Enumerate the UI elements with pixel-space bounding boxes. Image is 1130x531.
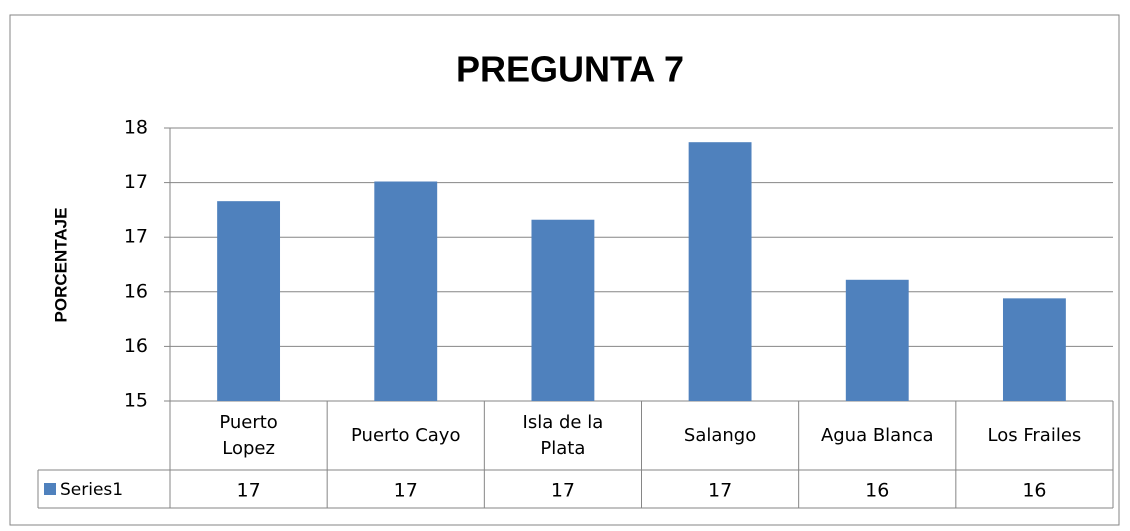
x-tick-label: Los Frailes: [987, 424, 1082, 446]
data-table-value: 16: [1022, 480, 1046, 502]
x-tick-label-box: Isla de la Plata: [522, 412, 604, 459]
data-table-value: 17: [708, 480, 732, 502]
x-tick-label: Puerto Cayo: [351, 424, 461, 446]
x-tick-label: Salango: [683, 424, 757, 446]
y-tick-label: 18: [124, 117, 148, 139]
data-table-value: 16: [865, 480, 889, 502]
y-axis-label: PORCENTAJE: [51, 208, 70, 323]
bar: [1002, 298, 1066, 401]
bar: [531, 219, 595, 401]
legend-label: Series1: [60, 480, 123, 500]
x-tick-label-box: Salango: [683, 424, 757, 446]
legend-key: [44, 483, 56, 495]
y-tick-label: 16: [124, 335, 148, 357]
chart-title: PREGUNTA 7: [456, 49, 684, 90]
x-tick-label: Agua Blanca: [820, 424, 934, 446]
bar: [217, 201, 281, 401]
x-tick-label-box: Puerto Cayo: [351, 424, 461, 446]
y-tick-label: 15: [124, 390, 148, 412]
data-table-value: 17: [394, 480, 418, 502]
x-tick-label-box: Los Frailes: [987, 424, 1082, 446]
data-table-value: 17: [551, 480, 575, 502]
x-tick-label: Isla de la Plata: [522, 412, 604, 459]
bar: [374, 181, 438, 401]
data-table-value: 17: [236, 480, 260, 502]
x-tick-label-box: Puerto Lopez: [219, 412, 278, 459]
bar: [845, 279, 909, 401]
x-tick-label-box: Agua Blanca: [820, 424, 934, 446]
y-tick-label: 17: [124, 226, 148, 248]
bar: [688, 142, 752, 402]
x-tick-label: Puerto Lopez: [219, 412, 278, 459]
y-tick-label: 17: [124, 171, 148, 193]
y-tick-label: 16: [124, 280, 148, 302]
